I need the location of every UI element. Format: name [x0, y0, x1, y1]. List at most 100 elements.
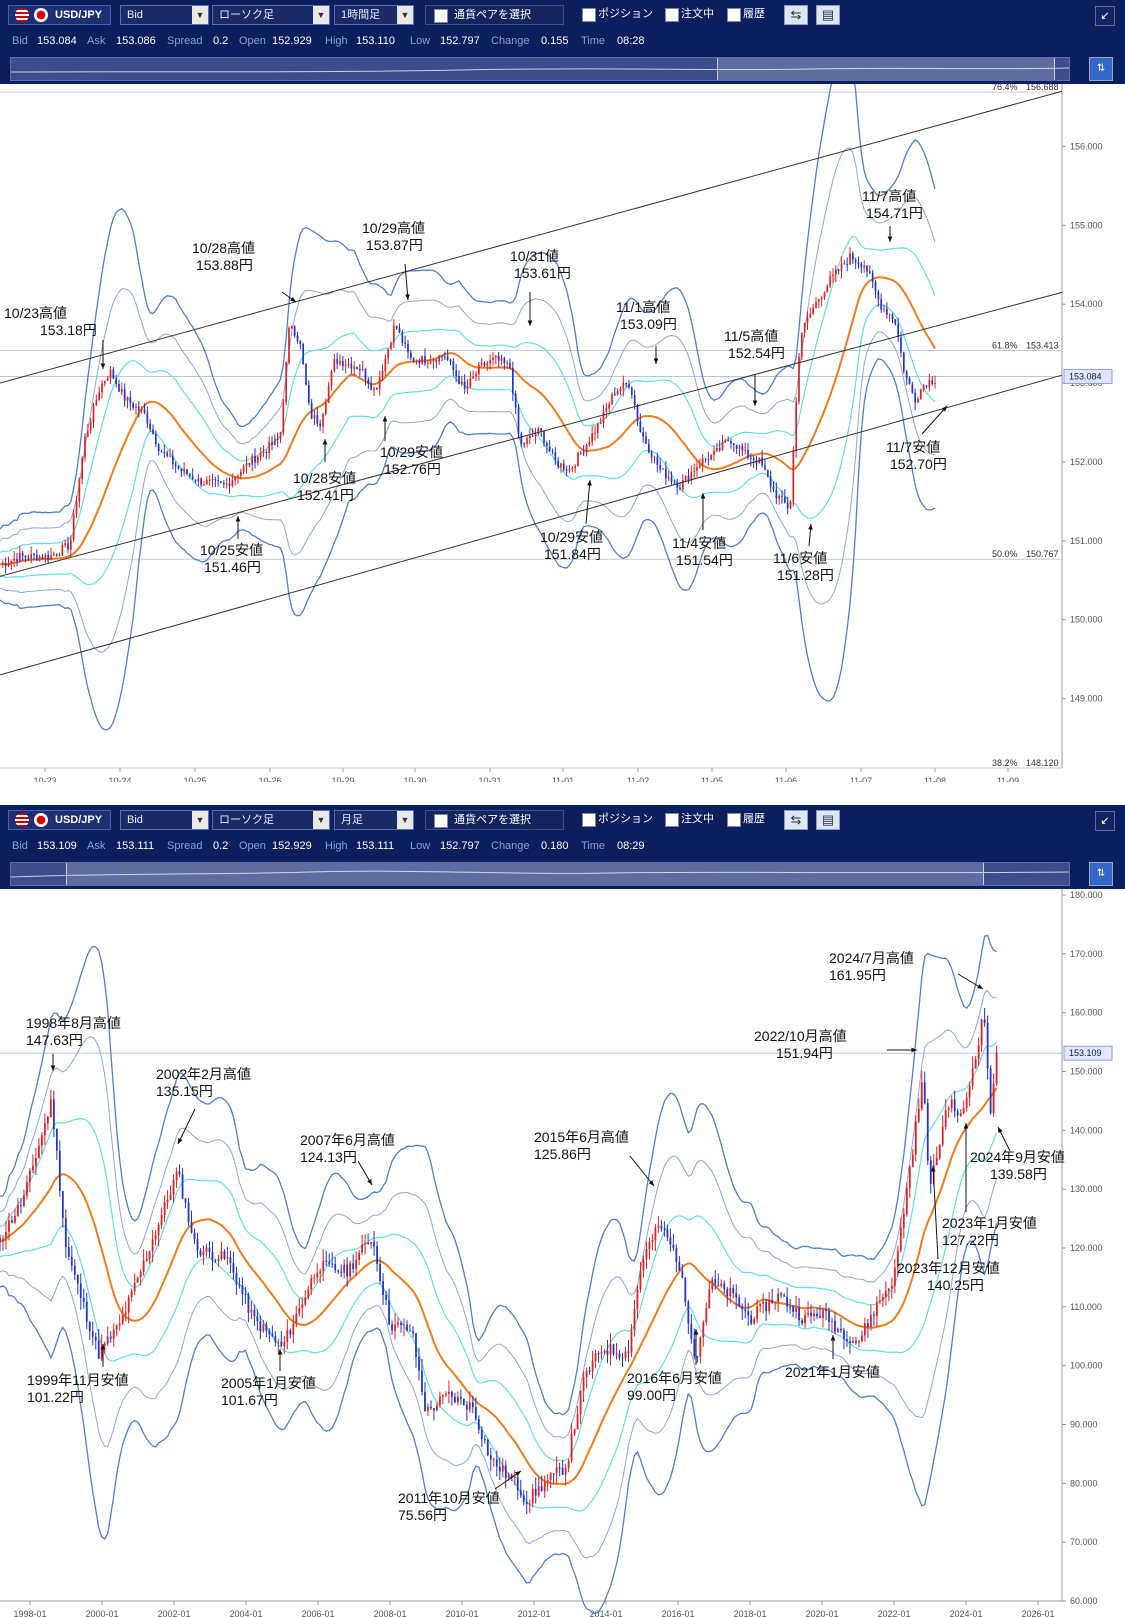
candle-body	[157, 444, 160, 452]
candle-body	[765, 1301, 768, 1312]
candle-body	[235, 1272, 238, 1285]
candle-body	[40, 1135, 43, 1146]
candle-body	[85, 1301, 88, 1322]
chart-style-select[interactable]: ローソク足 ▼	[212, 5, 330, 25]
annotation-label: 2002年2月高値	[156, 1066, 251, 1082]
candle-body	[196, 1239, 199, 1251]
candle-body	[205, 480, 208, 485]
candle-body	[443, 356, 446, 358]
chart-settings-icon[interactable]: ⇆	[784, 5, 808, 25]
currency-pair-selector[interactable]: USD/JPY	[8, 5, 111, 25]
candle-body	[696, 1356, 699, 1358]
candle-body	[307, 384, 310, 403]
history-checkbox[interactable]: 履歴	[725, 5, 781, 25]
candle-body	[120, 388, 123, 392]
chevron-down-icon: ▼	[313, 6, 329, 24]
annotation-arrow-head	[700, 493, 706, 499]
candle-body	[95, 400, 98, 405]
y-tick-label: 130.000	[1070, 1184, 1103, 1194]
candle-body	[707, 459, 710, 461]
candle-body	[197, 478, 200, 482]
candle-body	[908, 1167, 911, 1189]
candle-body	[222, 482, 225, 485]
candle-body	[26, 1182, 28, 1196]
ask-value: 153.111	[116, 840, 155, 852]
candle-body	[786, 1296, 788, 1307]
time-value: 08:28	[617, 35, 645, 47]
annotation-value: 152.54円	[728, 345, 785, 361]
chart-window-icon[interactable]: ▤	[816, 5, 840, 25]
candle-body	[276, 438, 279, 440]
candle-body	[452, 361, 455, 370]
candle-body	[884, 1290, 887, 1298]
candle-body	[741, 446, 744, 451]
chart-style-select[interactable]: ローソク足 ▼	[212, 810, 330, 830]
navigator-scrollbar[interactable]	[10, 57, 1070, 81]
annotation-arrow-head	[887, 236, 893, 242]
candle-body	[247, 1294, 250, 1313]
candle-body	[917, 1108, 920, 1122]
candle-body	[453, 1396, 456, 1403]
currency-pair-selector[interactable]: USD/JPY	[8, 810, 111, 830]
candle-body	[633, 394, 636, 406]
candle-body	[465, 1404, 468, 1410]
candle-body	[283, 1341, 286, 1347]
candle-body	[750, 1315, 753, 1324]
chart-settings-icon[interactable]: ⇆	[784, 810, 808, 830]
candle-body	[609, 1344, 612, 1355]
timeframe-select[interactable]: 月足 ▼	[334, 810, 414, 830]
candle-body	[762, 1301, 765, 1304]
candle-body	[810, 1312, 812, 1317]
candle-body	[46, 1117, 49, 1124]
history-checkbox[interactable]: 履歴	[725, 810, 781, 830]
candle-body	[474, 1407, 477, 1419]
y-tick-label: 80.000	[1070, 1478, 1098, 1488]
expand-navigator-icon[interactable]: ⇅	[1089, 57, 1113, 81]
candle-body	[421, 355, 424, 364]
position-checkbox[interactable]: ポジション	[580, 810, 660, 830]
annotation-arrow-line	[585, 479, 591, 525]
price-type-select[interactable]: Bid ▼	[120, 5, 209, 25]
candle-body	[732, 1288, 735, 1294]
orders-checkbox[interactable]: 注文中	[663, 810, 727, 830]
y-tick-label: 120.000	[1070, 1243, 1103, 1253]
expand-arrow-icon[interactable]: ↙	[1095, 811, 1115, 831]
y-tick-label: 154.000	[1070, 299, 1103, 309]
candle-body	[701, 458, 704, 465]
candle-body	[650, 452, 653, 458]
orders-checkbox[interactable]: 注文中	[663, 5, 727, 25]
candle-body	[61, 1191, 64, 1219]
candle-body	[475, 373, 477, 377]
timeframe-select[interactable]: 1時間足 ▼	[334, 5, 414, 25]
chevron-down-icon: ▼	[397, 811, 413, 829]
candle-body	[67, 543, 69, 550]
navigator-thumb[interactable]	[66, 863, 984, 885]
candle-body	[23, 1195, 25, 1207]
candle-body	[271, 1334, 274, 1337]
y-tick-label: 140.000	[1070, 1125, 1103, 1135]
position-checkbox[interactable]: ポジション	[580, 5, 660, 25]
annotation-value: 75.56円	[398, 1507, 447, 1523]
candle-body	[633, 1308, 636, 1331]
chart-window-icon[interactable]: ▤	[816, 810, 840, 830]
candle-body	[151, 1239, 154, 1252]
candle-body	[800, 332, 803, 357]
navigator-scrollbar[interactable]	[10, 862, 1070, 886]
candle-body	[21, 553, 24, 556]
annotation-value: 153.88円	[196, 257, 253, 273]
select-pair-button[interactable]: 通貨ペアを選択	[425, 810, 564, 830]
expand-arrow-icon[interactable]: ↙	[1095, 6, 1115, 26]
candle-body	[798, 1307, 800, 1321]
candle-body	[935, 1157, 938, 1166]
expand-navigator-icon[interactable]: ⇅	[1089, 862, 1113, 886]
candle-body	[397, 1322, 399, 1325]
bollinger-band-line	[0, 147, 936, 542]
candle-body	[73, 1265, 76, 1275]
select-pair-label: 通貨ペアを選択	[454, 9, 531, 21]
x-tick-label: 10-24	[108, 776, 131, 782]
candle-body	[851, 253, 854, 260]
navigator-thumb[interactable]	[717, 58, 1055, 80]
time-value: 08:29	[617, 840, 645, 852]
price-type-select[interactable]: Bid ▼	[120, 810, 209, 830]
select-pair-button[interactable]: 通貨ペアを選択	[425, 5, 564, 25]
